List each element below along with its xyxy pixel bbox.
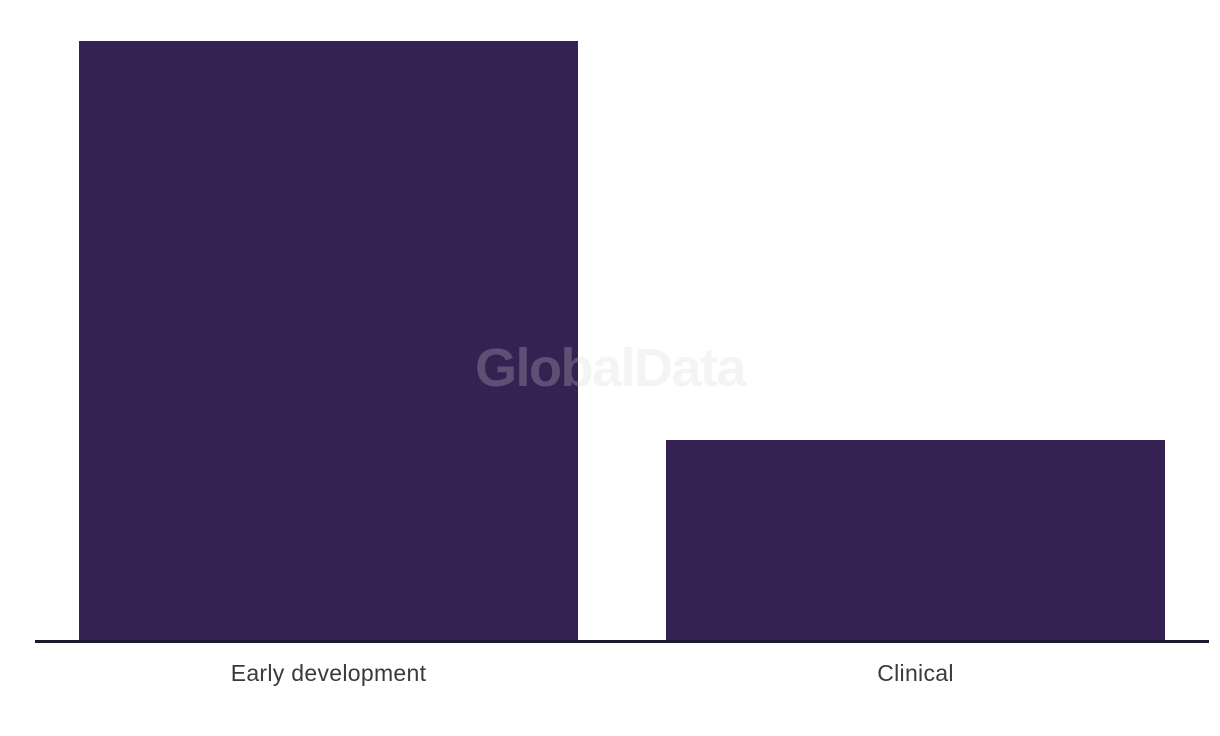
bar-clinical [666, 440, 1165, 640]
x-axis-labels: Early development Clinical [35, 660, 1209, 688]
bar-early-development [79, 41, 578, 640]
bar-band [35, 41, 622, 640]
x-axis-label-clinical: Clinical [877, 660, 954, 686]
x-axis-label-early-development: Early development [230, 660, 427, 686]
bar-band [622, 41, 1209, 640]
plot-area [35, 41, 1209, 640]
x-axis-line [35, 640, 1209, 643]
